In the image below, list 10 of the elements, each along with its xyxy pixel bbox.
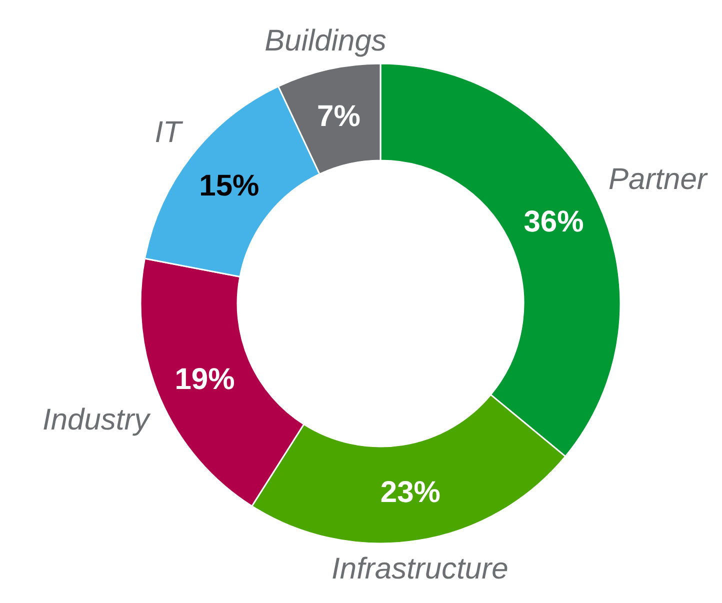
data-label: 7% (317, 100, 360, 134)
slice-label: Buildings (264, 24, 386, 58)
data-label: 36% (524, 205, 584, 238)
data-label: 23% (380, 476, 440, 510)
data-label: 15% (199, 170, 260, 203)
slice-label: Industry (42, 404, 152, 437)
data-label: 19% (174, 363, 235, 396)
slice-label: Infrastructure (332, 552, 508, 586)
slice-label: Partner (608, 163, 708, 196)
slice-label: IT (154, 116, 184, 150)
